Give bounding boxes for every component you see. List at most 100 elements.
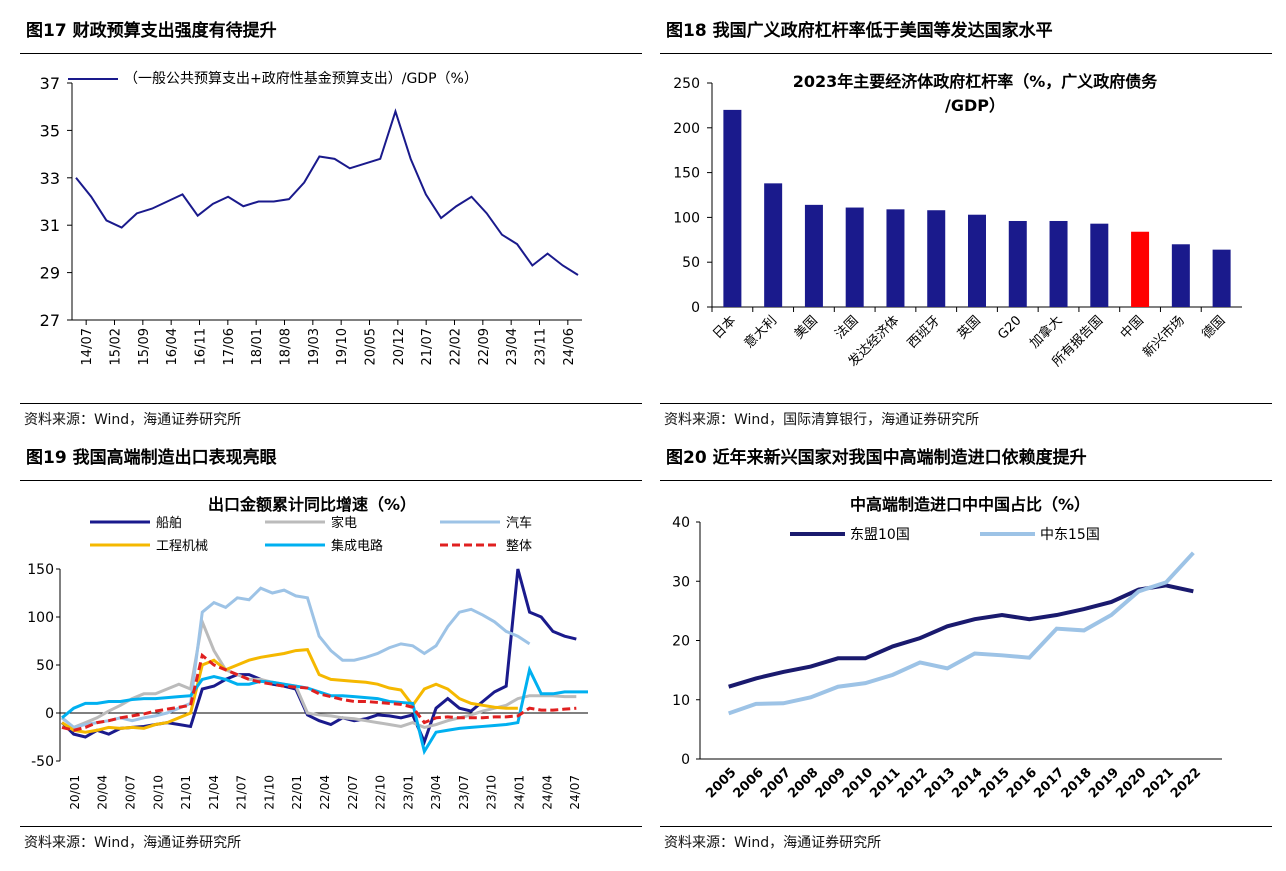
series-line: [728, 583, 1194, 689]
x-tick-label: 18/01: [250, 328, 265, 365]
panel-fig18: 图18 我国广义政府杠杆率低于美国等发达国家水平 0 50 100 150 200 250…: [660, 9, 1272, 435]
y-tick-label: 100: [27, 610, 54, 626]
chart-title: 中高端制造进口中中国占比（%）: [850, 495, 1090, 514]
x-tick-label: 2007: [758, 765, 794, 801]
x-tick-label: 19/03: [307, 328, 322, 365]
y-tick-label: 33: [40, 169, 60, 188]
x-tick-label: 2017: [1031, 765, 1067, 801]
source-rule: [20, 826, 642, 827]
x-tick-label: 21/07: [235, 775, 249, 810]
bar: [1171, 244, 1190, 307]
x-tick-label: 2012: [895, 765, 931, 801]
source-note: 资料来源：Wind，海通证券研究所: [664, 835, 882, 851]
series-line: [61, 586, 531, 730]
y-tick-label: 50: [36, 658, 54, 674]
source-note: 资料来源：Wind，国际清算银行，海通证券研究所: [664, 412, 980, 428]
legend-label: 中东15国: [1040, 527, 1100, 543]
bar: [1049, 220, 1068, 307]
y-tick-label: 37: [40, 74, 60, 93]
source-rule: [660, 826, 1272, 827]
y-tick-label: 0: [45, 706, 54, 722]
x-tick-label: 2011: [867, 765, 903, 801]
bar: [723, 109, 742, 307]
x-tick-label: 新兴市场: [1140, 313, 1188, 361]
x-tick-label: 21/01: [179, 775, 193, 810]
x-tick-label: 24/07: [568, 775, 582, 810]
x-tick-label: 20/12: [392, 328, 407, 365]
series-line: [61, 652, 577, 732]
x-tick-label: 法国: [833, 313, 862, 342]
y-tick-label: 30: [672, 574, 690, 590]
bar: [804, 204, 823, 307]
bar: [886, 209, 905, 307]
x-tick-label: 西班牙: [905, 313, 943, 351]
y-tick-label: 200: [673, 121, 700, 137]
bar: [1008, 220, 1027, 307]
x-tick-label: 2013: [922, 765, 958, 801]
x-tick-label: 2008: [785, 765, 821, 801]
bar: [1090, 223, 1109, 307]
figure-title: 图18 我国广义政府杠杆率低于美国等发达国家水平: [666, 21, 1053, 41]
title-rule: [20, 53, 642, 54]
x-tick-label: 加拿大: [1026, 313, 1065, 352]
x-tick-label: 2010: [840, 765, 876, 801]
panel-fig20: 图20 近年来新兴国家对我国中高端制造进口依赖度提升 0 10 20 30 40 2005…: [660, 436, 1272, 866]
figure-title: 图19 我国高端制造出口表现亮眼: [26, 448, 277, 468]
x-tick-label: 24/01: [513, 775, 527, 810]
series-line: [61, 648, 518, 734]
x-tick-label: 2019: [1086, 765, 1122, 801]
x-tick-label: 20/10: [151, 775, 165, 810]
y-tick-label: 29: [40, 264, 60, 283]
x-tick-label: 14/07: [80, 328, 95, 365]
x-tick-label: 17/06: [222, 328, 237, 365]
y-tick-label: 40: [672, 515, 690, 531]
chart-title: 出口金额累计同比增速（%）: [208, 495, 416, 514]
y-tick-label: 27: [40, 311, 60, 330]
bar: [1131, 231, 1150, 307]
x-tick-label: 德国: [1199, 313, 1228, 342]
x-tick-label: 21/04: [207, 775, 221, 810]
legend-label: 工程机械: [156, 539, 208, 554]
x-tick-label: 2005: [703, 765, 739, 801]
y-tick-label: -50: [31, 754, 54, 770]
source-note: 资料来源：Wind，海通证券研究所: [24, 835, 242, 851]
x-tick-label: 23/11: [534, 328, 549, 365]
y-tick-label: 35: [40, 121, 60, 140]
chart-fig19: -50 0 50 100 150 20/01 20/04 20/07 20/10 21/01 21/…: [27, 495, 588, 810]
bar: [845, 207, 864, 307]
x-tick-label: 2021: [1141, 765, 1177, 801]
x-tick-label: 20/01: [68, 775, 82, 810]
x-tick-label: 2014: [949, 765, 985, 801]
x-tick-label: 2015: [977, 765, 1013, 801]
legend-label: 汽车: [506, 515, 532, 531]
x-tick-label: 23/04: [429, 775, 443, 810]
chart-title: /GDP）: [945, 96, 1005, 115]
series-line: [61, 665, 588, 756]
x-tick-label: 24/04: [540, 775, 554, 810]
x-tick-label: 2009: [813, 765, 849, 801]
x-tick-label: 2022: [1168, 765, 1204, 801]
series-line: [61, 616, 577, 730]
x-tick-label: 22/07: [346, 775, 360, 810]
x-tick-label: 22/10: [374, 775, 388, 810]
panel-fig19: 图19 我国高端制造出口表现亮眼 -50 0 50 100 150 20/01 20/04 2…: [20, 436, 642, 866]
y-tick-label: 20: [672, 634, 690, 650]
x-tick-label: 23/07: [457, 775, 471, 810]
x-tick-label: 中国: [1118, 313, 1147, 342]
series-line: [728, 551, 1195, 716]
x-tick-label: 意大利: [741, 313, 780, 352]
x-tick-label: 21/10: [262, 775, 276, 810]
y-tick-label: 31: [40, 216, 60, 235]
x-tick-label: 2018: [1059, 765, 1095, 801]
source-rule: [660, 403, 1272, 404]
x-tick-label: 18/08: [279, 328, 294, 365]
source-rule: [20, 403, 642, 404]
legend-label: 整体: [506, 539, 532, 554]
y-tick-label: 50: [682, 255, 700, 271]
x-tick-label: 美国: [792, 313, 821, 342]
bar: [764, 183, 783, 307]
legend-label: 家电: [331, 515, 357, 531]
x-tick-label: 日本: [710, 313, 739, 342]
x-tick-label: 22/04: [318, 775, 332, 810]
